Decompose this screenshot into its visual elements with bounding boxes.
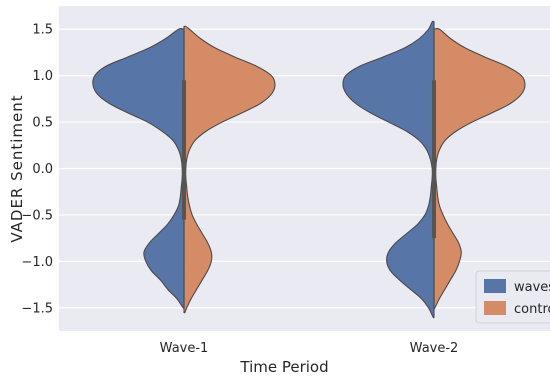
y-tick-label: −0.5: [21, 208, 53, 223]
y-tick-label: 0.5: [32, 116, 53, 131]
y-tick-labels: −1.5 −1.0 −0.5 0.0 0.5 1.0 1.5: [21, 23, 53, 317]
y-tick-label: −1.5: [21, 301, 53, 316]
legend-swatch-control: [484, 301, 506, 315]
x-tick-labels: Wave-1 Wave-2: [160, 341, 459, 356]
x-tick-label: Wave-1: [160, 341, 209, 356]
legend-label-control: control: [514, 302, 550, 317]
x-axis-label: Time Period: [239, 358, 328, 376]
legend-label-waves: waves: [514, 280, 550, 295]
violins: [92, 20, 526, 319]
y-axis-label: VADER Sentiment: [8, 94, 26, 242]
y-tick-label: 1.5: [32, 23, 53, 38]
y-tick-label: 0.0: [32, 162, 53, 177]
y-tick-label: 1.0: [32, 69, 53, 84]
x-tick-label: Wave-2: [410, 341, 459, 356]
y-tick-label: −1.0: [21, 255, 53, 270]
legend-swatch-waves: [484, 279, 506, 293]
legend: waves control: [475, 270, 550, 324]
